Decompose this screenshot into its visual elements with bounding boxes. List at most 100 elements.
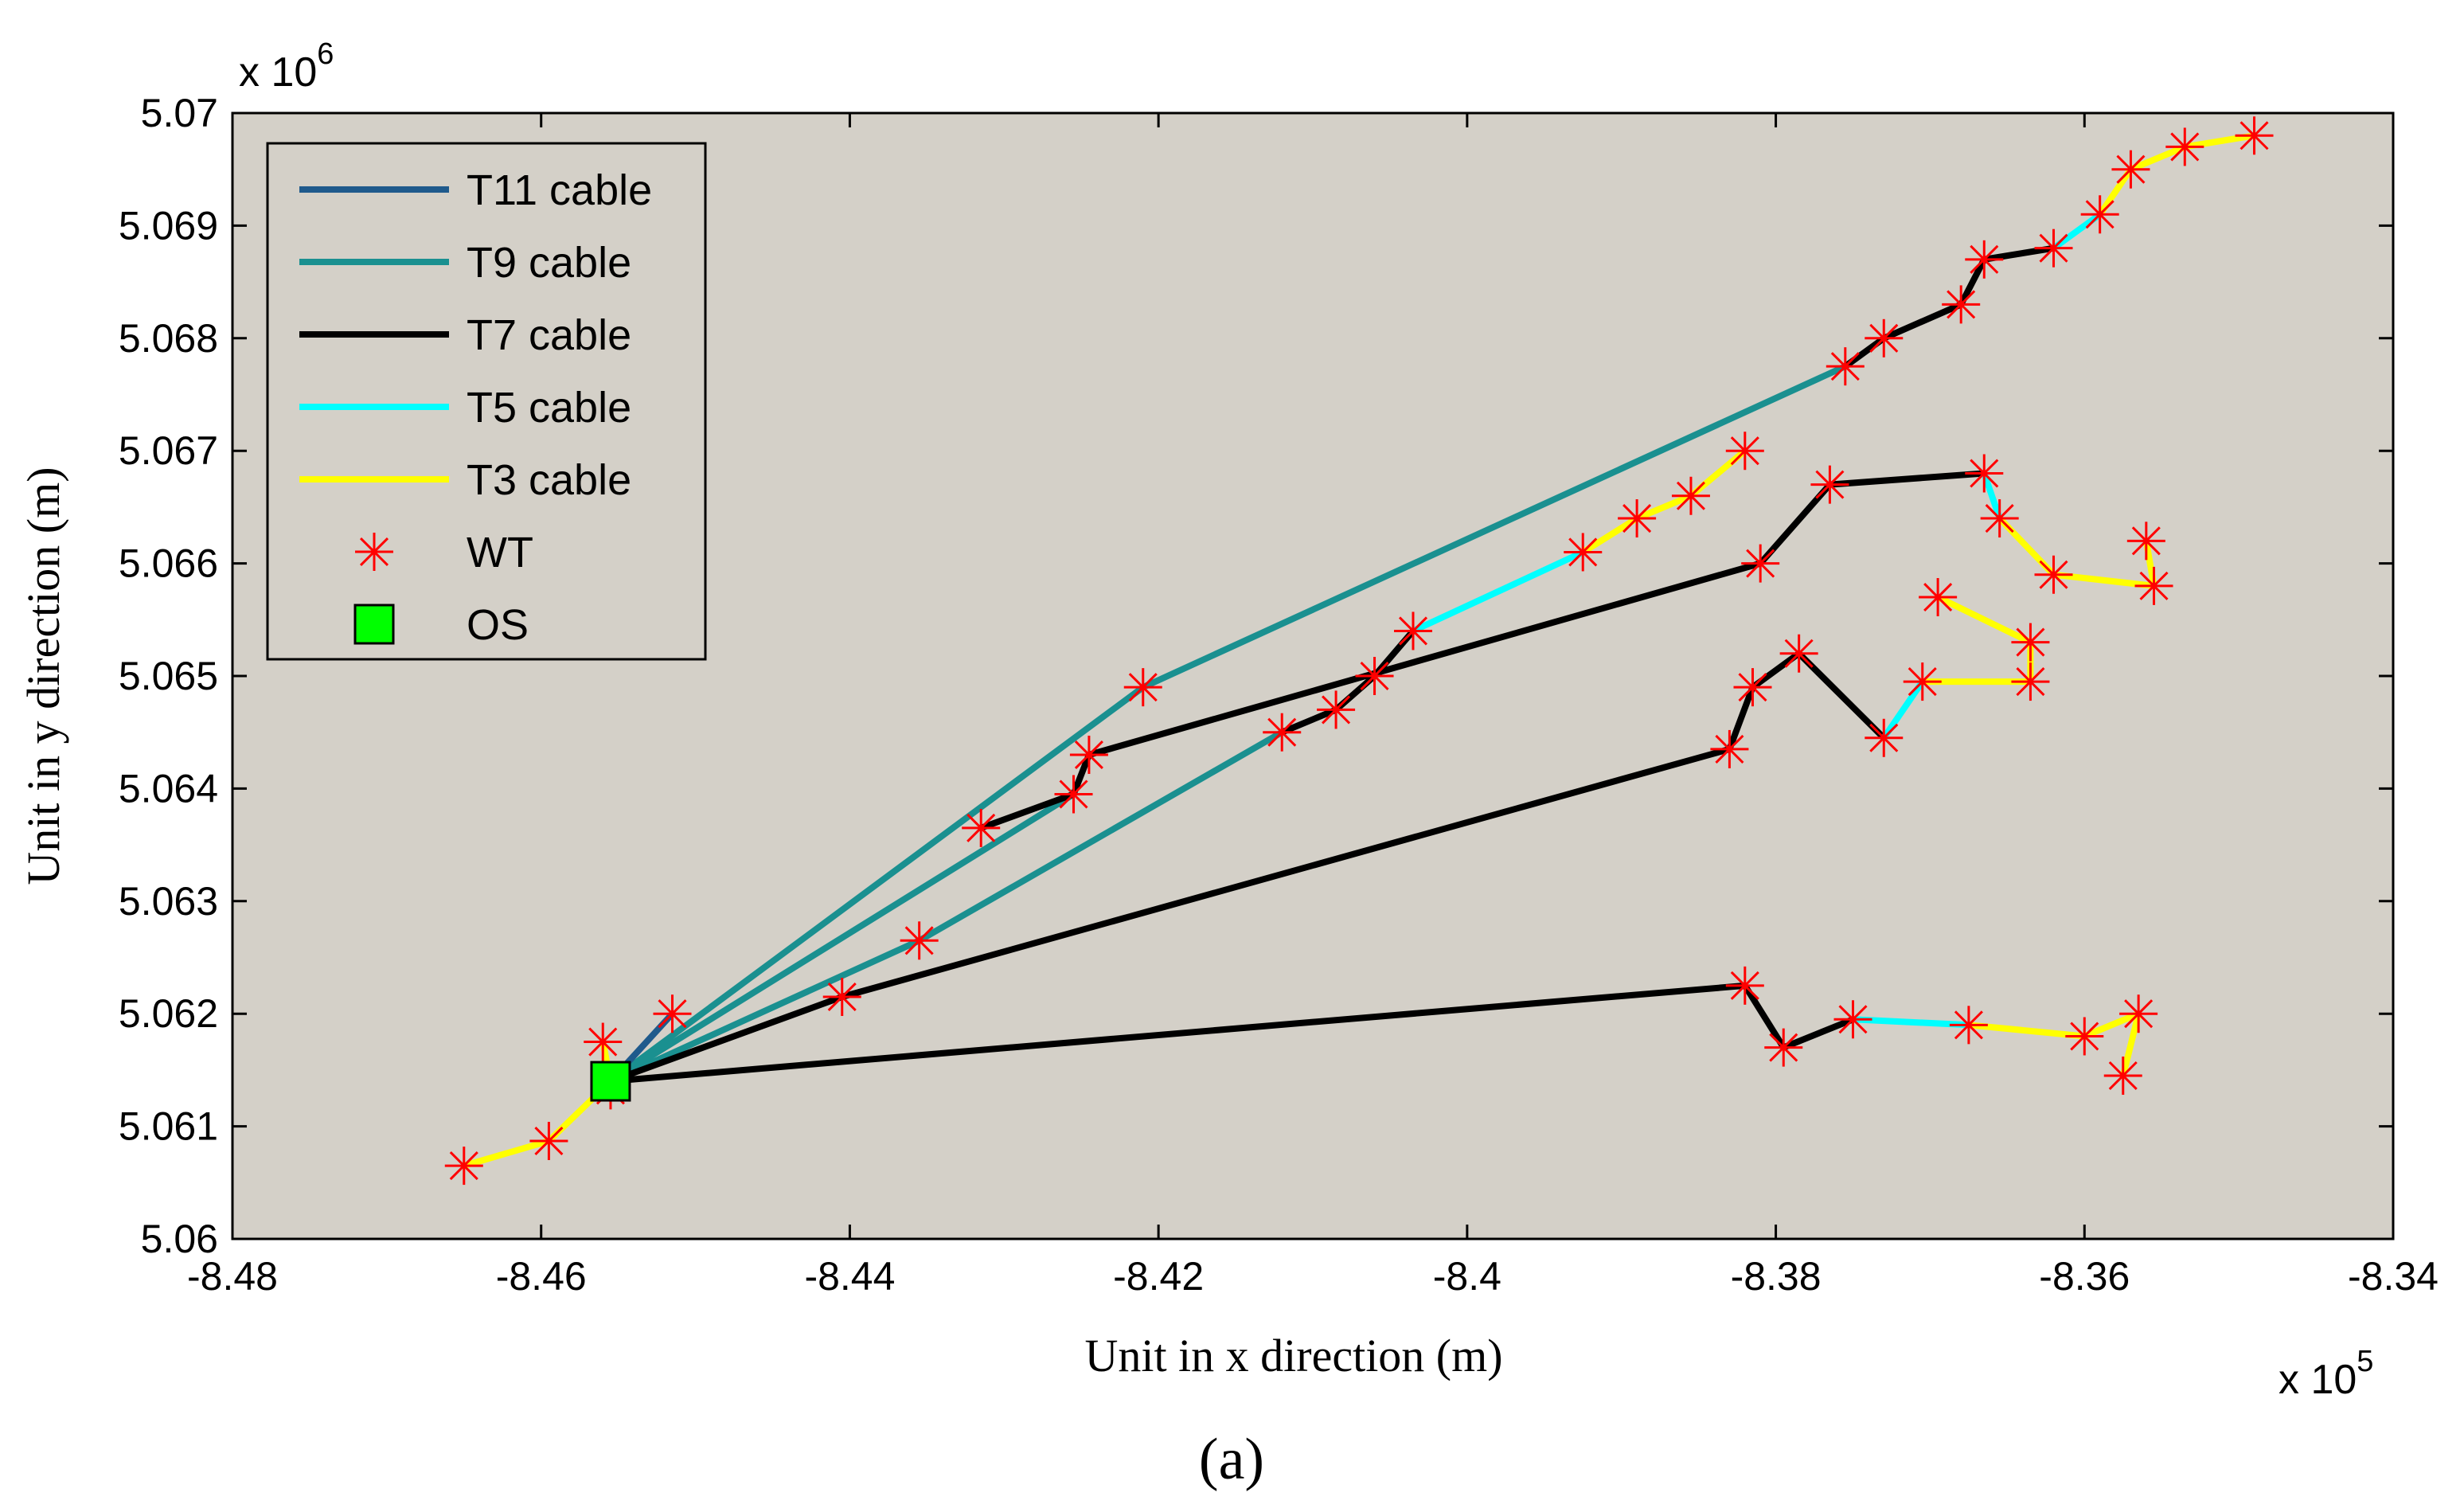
wind-turbine-marker-18 [1725, 432, 1764, 471]
cable-t9-1 [607, 791, 1077, 1084]
cable-t3-6 [2096, 132, 2258, 218]
y-tick-label-4: 5.064 [119, 766, 218, 811]
wind-turbine-marker-8 [1054, 775, 1093, 814]
y-multiplier-base: x 10 [239, 49, 317, 96]
wind-turbine-marker-12 [1317, 690, 1356, 729]
x-tick-label-4: -8.4 [1433, 1254, 1501, 1299]
wind-turbine-marker-34 [1725, 966, 1764, 1005]
y-tick-label-9: 5.069 [119, 203, 218, 248]
x-axis-multiplier: x 105 [2279, 1345, 2373, 1403]
wind-turbine-marker-7 [962, 808, 1001, 847]
wind-turbine-marker-43 [1942, 285, 1981, 324]
legend-item-t3-cable: T3 cable [299, 456, 631, 504]
legend-label: T9 cable [467, 239, 631, 287]
wind-turbine-marker-23 [2034, 555, 2073, 594]
y-axis-multiplier: x 106 [239, 37, 334, 96]
cable-t5-5 [2050, 211, 2103, 252]
legend-box [266, 142, 707, 661]
wind-turbine-marker-9 [1069, 735, 1108, 774]
wind-turbine-marker-25 [2126, 522, 2165, 561]
wind-turbine-marker-49 [2235, 116, 2274, 155]
y-tick-label-5: 5.065 [119, 654, 218, 698]
x-tick-label-0: -8.48 [187, 1254, 278, 1299]
cable-t5-12 [1410, 549, 1587, 635]
cable-t5-9 [1981, 470, 2003, 522]
wind-turbine-marker-3 [584, 1022, 623, 1061]
wind-turbine-marker-30 [1865, 718, 1904, 757]
wind-turbine-marker-19 [1741, 544, 1780, 583]
wind-turbine-marker-45 [2034, 229, 2073, 268]
cable-t5-15 [1880, 678, 1926, 741]
x-multiplier-base: x 10 [2279, 1357, 2357, 1403]
wind-turbine-marker-36 [1833, 1000, 1872, 1039]
legend-item-t5-cable: T5 cable [299, 384, 631, 432]
x-multiplier-exponent: 5 [2357, 1345, 2373, 1378]
x-tick-label-2: -8.44 [804, 1254, 895, 1299]
wind-turbine-marker-26 [1919, 578, 1958, 617]
legend-square-icon [353, 604, 395, 645]
y-tick-label-2: 5.062 [119, 991, 218, 1036]
wind-turbine-marker-10 [1123, 668, 1162, 707]
wind-turbine-marker-44 [1965, 240, 2004, 279]
y-tick-label-10: 5.07 [141, 91, 218, 135]
x-tick-label-7: -8.34 [2348, 1254, 2439, 1299]
x-tick-label-5: -8.38 [1731, 1254, 1822, 1299]
wind-turbine-marker-31 [1779, 634, 1818, 673]
y-tick-label-7: 5.067 [119, 428, 218, 473]
wind-turbine-marker-35 [1764, 1028, 1803, 1067]
wind-turbine-marker-16 [1618, 499, 1657, 538]
wind-turbine-marker-17 [1671, 476, 1710, 515]
wind-turbine-marker-37 [1949, 1006, 1988, 1045]
wind-turbine-marker-4 [653, 994, 692, 1033]
wind-turbine-marker-41 [1826, 347, 1865, 386]
cable-t5-18 [1849, 1016, 1972, 1029]
legend-label: T3 cable [467, 456, 631, 504]
wind-turbine-marker-27 [2011, 623, 2050, 662]
legend-item-t9-cable: T9 cable [299, 239, 631, 287]
offshore-substation-marker [590, 1061, 631, 1102]
cable-t3-13 [1580, 447, 1748, 556]
wind-turbine-marker-24 [2134, 566, 2173, 605]
legend-star-icon [355, 533, 393, 571]
figure-caption: (a) [1199, 1427, 1264, 1492]
wind-turbine-marker-22 [1980, 499, 2019, 538]
wind-turbine-marker-0 [444, 1147, 483, 1186]
cable-t7-14 [607, 650, 1888, 1084]
cable-t3-16 [1919, 594, 2034, 686]
legend-item-t11-cable: T11 cable [299, 166, 652, 214]
wind-turbine-marker-32 [1733, 668, 1772, 707]
wind-turbine-marker-21 [1965, 454, 2004, 493]
wind-turbine-marker-39 [2119, 994, 2158, 1033]
wind-turbine-marker-40 [2103, 1056, 2142, 1095]
legend-label: WT [467, 529, 533, 576]
y-tick-label-3: 5.063 [119, 879, 218, 924]
x-axis-title: Unit in x direction (m) [1084, 1330, 1502, 1381]
y-axis-title: Unit in y direction (m) [18, 467, 69, 885]
y-tick-label-8: 5.068 [119, 316, 218, 361]
wind-turbine-marker-47 [2111, 150, 2150, 189]
wind-turbine-marker-28 [2011, 662, 2050, 701]
legend-label: T5 cable [467, 384, 631, 432]
legend-item-wt: WT [355, 529, 533, 576]
wind-turbine-marker-42 [1865, 318, 1904, 357]
legend-item-os: OS [353, 601, 529, 649]
y-multiplier-exponent: 6 [317, 37, 334, 71]
cable-t7-17 [607, 982, 1857, 1084]
wind-turbine-marker-48 [2165, 127, 2204, 166]
wind-turbine-marker-29 [1903, 662, 1942, 701]
x-tick-label-6: -8.36 [2039, 1254, 2130, 1299]
wind-turbine-marker-33 [1710, 729, 1749, 768]
wind-turbine-marker-1 [529, 1121, 568, 1160]
y-tick-label-6: 5.066 [119, 541, 218, 586]
legend-label: T11 cable [467, 166, 652, 214]
wind-turbine-marker-13 [1355, 657, 1394, 695]
markers-layer [444, 116, 2274, 1186]
wind-turbine-marker-20 [1810, 465, 1849, 504]
y-tick-label-0: 5.06 [141, 1217, 218, 1261]
wind-turbine-marker-15 [1564, 533, 1603, 572]
wind-turbine-marker-6 [900, 921, 939, 960]
wind-turbine-marker-46 [2080, 195, 2119, 234]
wind-turbine-marker-5 [822, 977, 861, 1016]
legend-item-t7-cable: T7 cable [299, 311, 631, 359]
cable-t7-11 [1279, 627, 1416, 736]
